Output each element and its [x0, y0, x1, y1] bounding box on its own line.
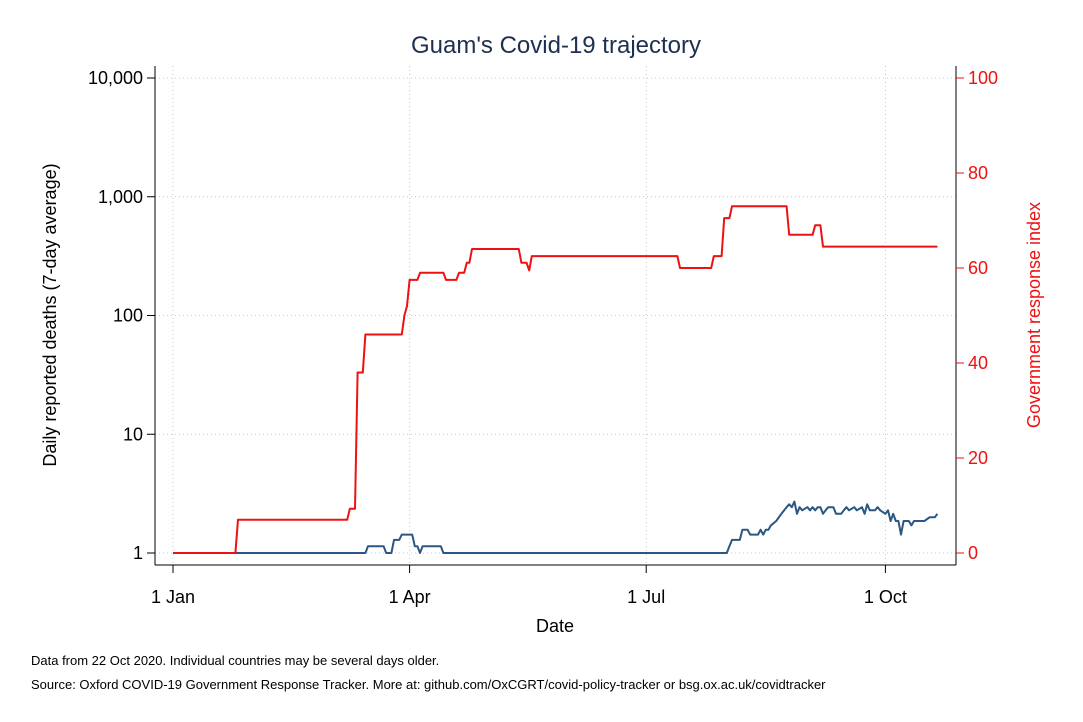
right-tick-label: 60 [968, 258, 988, 278]
left-axis-ticks: 1 10 100 1,000 10,000 [88, 68, 155, 563]
series-lines [173, 205, 939, 554]
right-tick-label: 20 [968, 448, 988, 468]
response-index-line [173, 205, 938, 554]
source-note: Source: Oxford COVID-19 Government Respo… [31, 677, 826, 692]
x-tick-label: 1 Apr [389, 587, 431, 607]
right-axis-label: Government response index [1024, 202, 1044, 428]
x-tick-label: 1 Jul [627, 587, 665, 607]
deaths-line [173, 500, 939, 554]
data-date-note: Data from 22 Oct 2020. Individual countr… [31, 653, 440, 668]
right-tick-label: 100 [968, 68, 998, 88]
left-axis-label: Daily reported deaths (7-day average) [40, 163, 60, 466]
left-tick-label: 10,000 [88, 68, 143, 88]
right-axis-ticks: 0 20 40 60 80 100 [956, 68, 998, 563]
left-tick-label: 1,000 [98, 187, 143, 207]
x-tick-label: 1 Oct [864, 587, 907, 607]
right-tick-label: 40 [968, 353, 988, 373]
right-tick-label: 0 [968, 543, 978, 563]
x-tick-label: 1 Jan [151, 587, 195, 607]
chart-title: Guam's Covid-19 trajectory [411, 32, 701, 59]
left-tick-label: 100 [113, 306, 143, 326]
left-tick-label: 10 [123, 424, 143, 444]
right-tick-label: 80 [968, 163, 988, 183]
x-axis-label: Date [536, 616, 574, 636]
left-tick-label: 1 [133, 543, 143, 563]
x-axis-ticks: 1 Jan 1 Apr 1 Jul 1 Oct [151, 565, 907, 607]
